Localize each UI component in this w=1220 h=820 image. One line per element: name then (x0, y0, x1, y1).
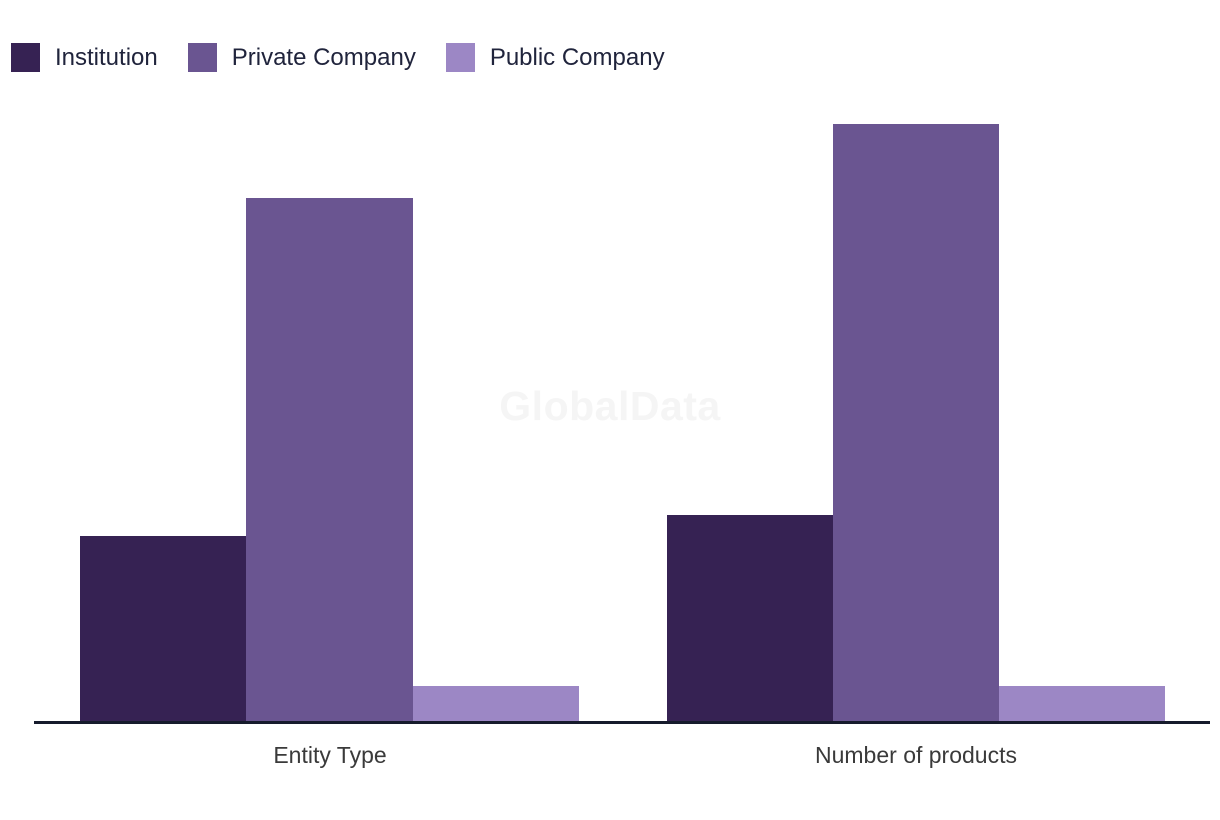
public-company-swatch-icon (445, 43, 475, 72)
legend-item-label: Public Company (489, 44, 665, 71)
bar-institution-number-of-products[interactable] (666, 515, 833, 721)
bar-private-company-number-of-products[interactable] (832, 124, 1000, 721)
legend-item-private-company[interactable]: Private Company (187, 43, 416, 72)
bar-private-company-entity-type[interactable] (246, 197, 413, 721)
legend-item-institution[interactable]: Institution (11, 43, 158, 72)
bar-public-company-entity-type[interactable] (412, 686, 579, 721)
bar-public-company-number-of-products[interactable] (999, 686, 1166, 721)
category-label-number-of-products: Number of products (815, 742, 1017, 768)
x-axis-line (34, 721, 1210, 724)
legend: Institution Private Company Public Compa… (11, 43, 665, 72)
legend-item-label: Institution (55, 44, 158, 71)
category-label-entity-type: Entity Type (273, 742, 387, 768)
private-company-swatch-icon (187, 43, 217, 72)
legend-item-label: Private Company (231, 44, 416, 71)
bar-institution-entity-type[interactable] (80, 536, 247, 721)
institution-swatch-icon (11, 43, 40, 72)
legend-item-public-company[interactable]: Public Company (445, 43, 665, 72)
